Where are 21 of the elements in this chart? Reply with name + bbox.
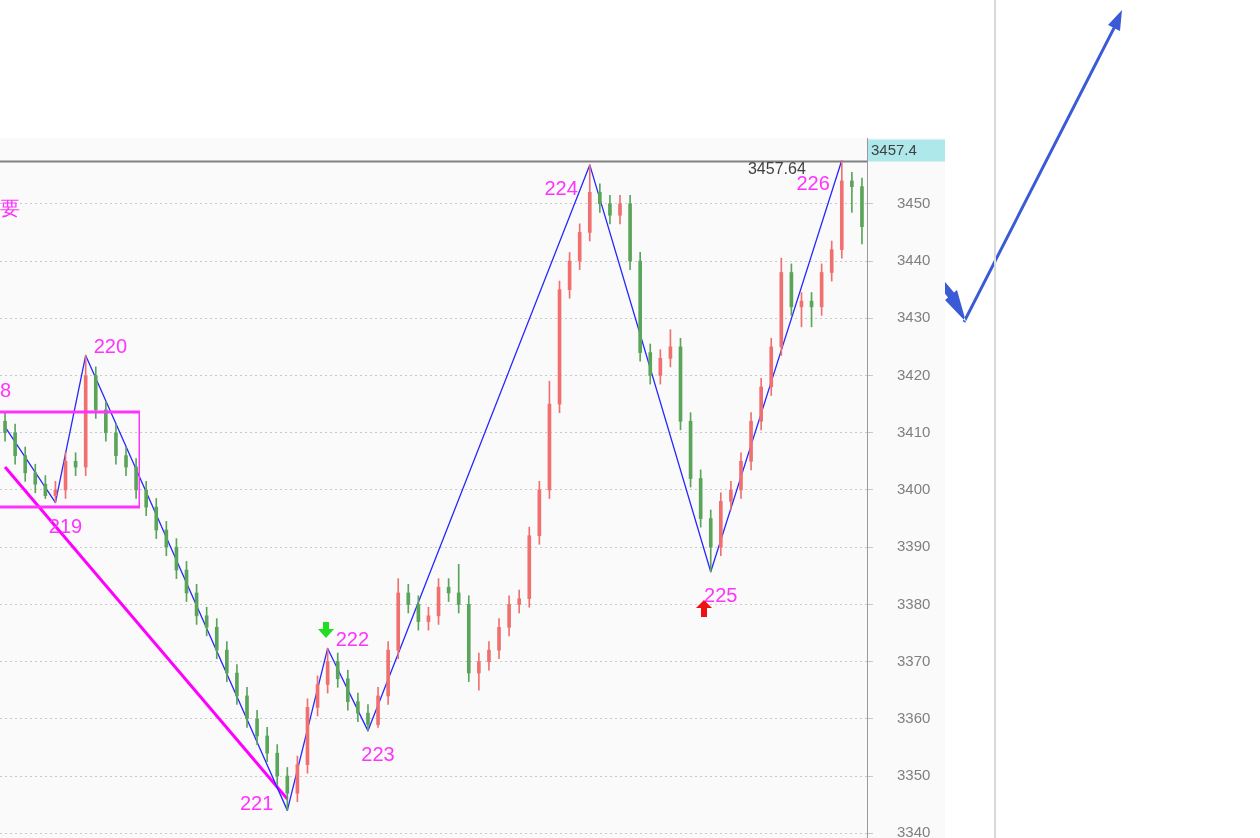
y-tick-label: 3370 (897, 651, 931, 669)
annotation: 222 (335, 628, 370, 651)
y-tick-label: 3360 (897, 708, 931, 726)
annotation: 225 (704, 583, 738, 606)
ref-line-label: 3457.4 (871, 140, 917, 158)
annotation: 8 (0, 379, 12, 401)
y-tick-label: 3390 (897, 537, 931, 555)
y-tick-label: 3350 (897, 766, 931, 784)
y-tick-label: 3340 (897, 823, 931, 838)
annotation: 221 (239, 792, 274, 815)
y-tick-label: 3440 (897, 251, 931, 269)
y-tick-label: 3430 (897, 308, 931, 326)
y-tick-label: 3400 (897, 480, 931, 498)
y-tick-label: 3380 (897, 594, 931, 612)
annotation: 223 (361, 742, 395, 765)
annotation: 224 (544, 176, 578, 199)
y-tick-label: 3450 (897, 193, 931, 211)
y-tick-label: 3420 (897, 365, 931, 383)
annotation: 要 (0, 197, 20, 219)
y-tick-label: 3410 (897, 422, 931, 440)
annotation: 220 (93, 335, 128, 358)
